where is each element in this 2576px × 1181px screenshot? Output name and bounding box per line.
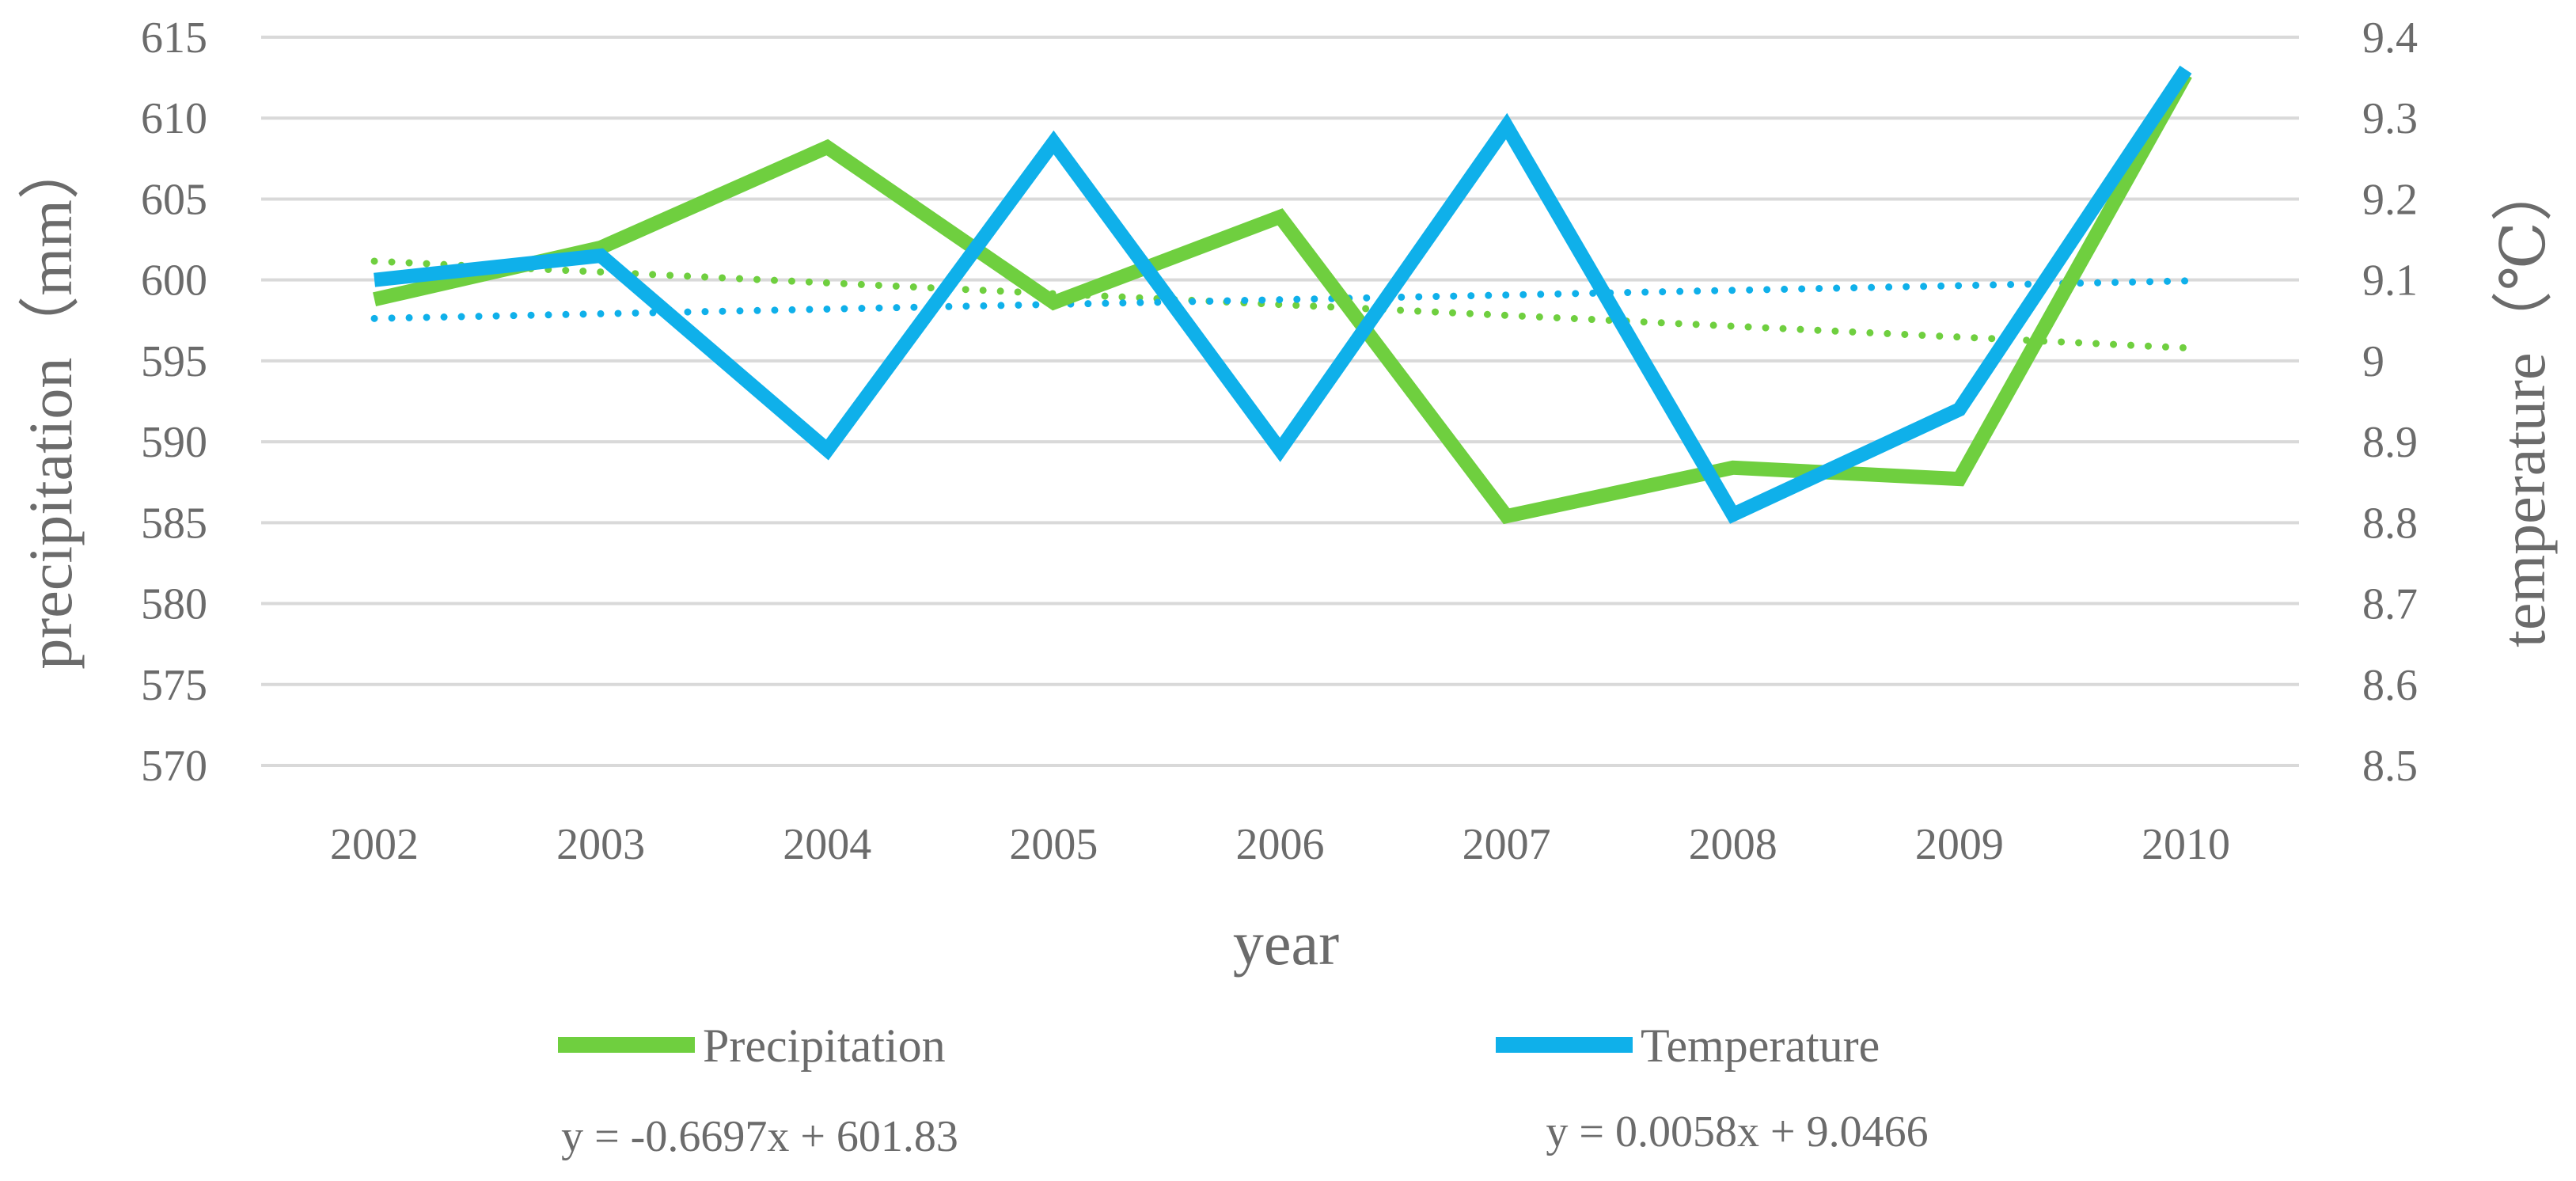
data-point-precipitation: [1959, 478, 1960, 480]
x-tick-label: 2003: [556, 820, 645, 869]
data-point-temperature: [1506, 125, 1508, 127]
right-tick-label: 9.2: [2362, 175, 2418, 224]
data-point-temperature: [1732, 514, 1734, 515]
trendlines: [370, 257, 2190, 351]
right-axis-ticks: 8.5 8.6 8.7 8.8 8.9 9 9.1 9.2 9.3 9.4: [2362, 13, 2418, 791]
data-point-temperature: [600, 255, 601, 256]
trendline-precipitation: [370, 257, 2190, 351]
legend-item-temperature[interactable]: Temperature: [1496, 1020, 1880, 1072]
data-point-precipitation: [374, 298, 375, 300]
data-point-precipitation: [1280, 216, 1281, 218]
right-tick-label: 8.6: [2362, 661, 2418, 710]
legend: Precipitation Temperature: [558, 1020, 1880, 1072]
left-tick-label: 610: [141, 94, 207, 143]
left-tick-label: 590: [141, 418, 207, 467]
data-point-temperature: [374, 279, 375, 281]
right-tick-label: 8.8: [2362, 499, 2418, 548]
y-axis-right-title: temperature（℃）: [2489, 160, 2558, 647]
right-tick-label: 9: [2362, 337, 2384, 386]
right-tick-label: 8.5: [2362, 742, 2418, 791]
data-point-temperature: [2185, 69, 2187, 70]
legend-label-precipitation: Precipitation: [703, 1020, 946, 1072]
left-tick-label: 600: [141, 256, 207, 306]
x-tick-label: 2006: [1236, 820, 1325, 869]
gridlines: [261, 36, 2299, 767]
left-tick-label: 580: [141, 580, 207, 629]
right-tick-label: 9.1: [2362, 256, 2418, 306]
trendline-temperature: [370, 277, 2190, 322]
series-line-temperature: [374, 65, 2192, 524]
trendline-equation-precipitation: y = -0.6697x + 601.83: [561, 1112, 958, 1161]
series-line-precipitation: [373, 70, 2192, 525]
left-tick-label: 595: [141, 337, 207, 386]
x-tick-label: 2009: [1915, 820, 2004, 869]
data-point-precipitation: [600, 247, 601, 249]
x-tick-label: 2008: [1689, 820, 1777, 869]
data-point-temperature: [1959, 408, 1960, 410]
x-axis-ticks: 2002 2003 2004 2005 2006 2007 2008 2009 2010: [330, 820, 2230, 869]
right-tick-label: 9.4: [2362, 13, 2418, 63]
right-tick-label: 8.7: [2362, 580, 2418, 629]
series-lines: [373, 65, 2192, 525]
data-point-temperature: [826, 449, 828, 450]
left-tick-label: 605: [141, 175, 207, 224]
left-tick-label: 585: [141, 499, 207, 548]
left-axis-ticks: 570 575 580 585 590 595 600 605 610 615: [141, 13, 207, 791]
data-point-precipitation: [1732, 467, 1734, 469]
x-tick-label: 2004: [783, 820, 871, 869]
right-tick-label: 9.3: [2362, 94, 2418, 143]
legend-label-temperature: Temperature: [1641, 1020, 1880, 1072]
x-tick-label: 2007: [1463, 820, 1551, 869]
x-tick-label: 2010: [2142, 820, 2230, 869]
data-point-temperature: [1280, 449, 1281, 450]
left-tick-label: 615: [141, 13, 207, 63]
data-point-precipitation: [1506, 515, 1508, 517]
left-tick-label: 575: [141, 661, 207, 710]
legend-item-precipitation[interactable]: Precipitation: [558, 1020, 946, 1072]
y-axis-left-title: precipitation（mm）: [16, 138, 85, 670]
x-tick-label: 2005: [1009, 820, 1098, 869]
x-tick-label: 2002: [330, 820, 419, 869]
data-point-temperature: [1053, 142, 1054, 143]
left-tick-label: 570: [141, 742, 207, 791]
x-axis-title: year: [1233, 909, 1339, 978]
right-tick-label: 8.9: [2362, 418, 2418, 467]
trendline-equation-temperature: y = 0.0058x + 9.0466: [1546, 1107, 1928, 1156]
data-point-precipitation: [1053, 302, 1054, 303]
data-point-precipitation: [826, 146, 828, 148]
